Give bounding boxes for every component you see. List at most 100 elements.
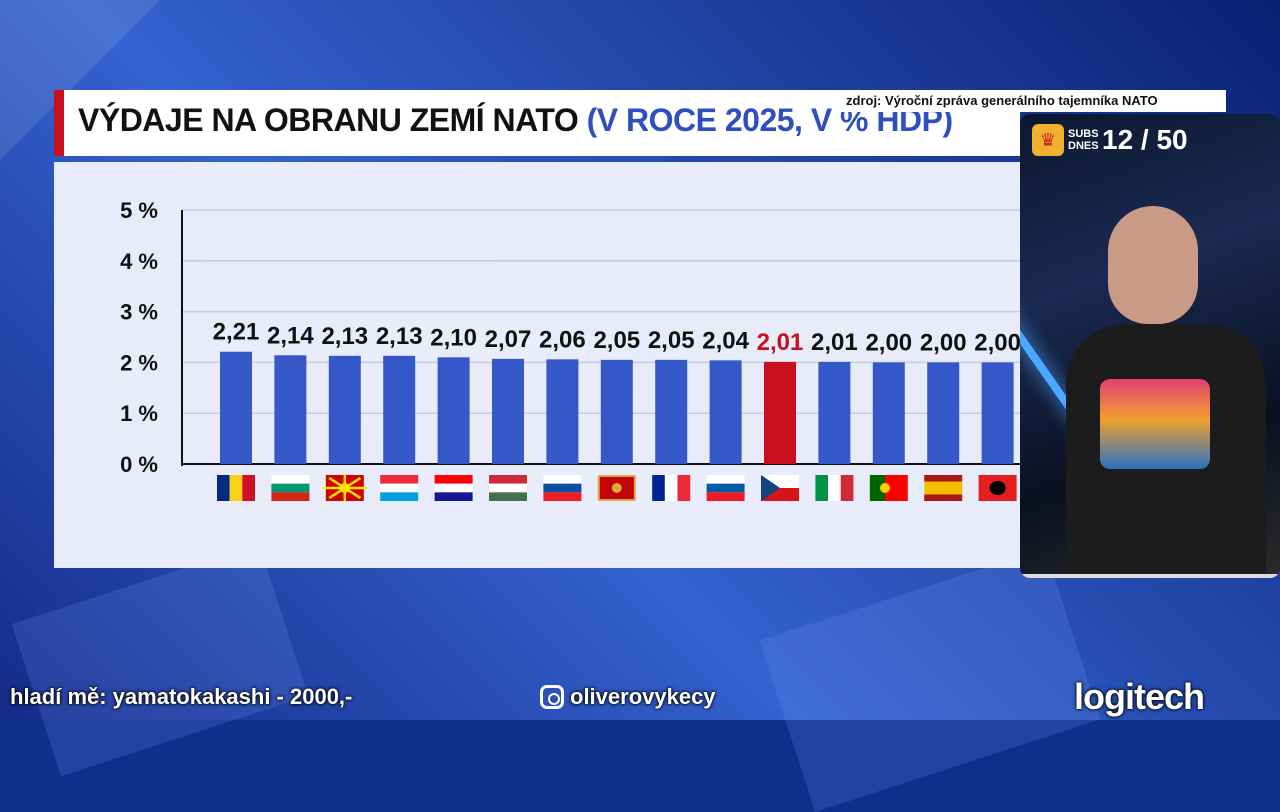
flag-stripe — [217, 475, 230, 501]
data-label: 2,07 — [485, 326, 532, 353]
title-bar: VÝDAJE NA OBRANU ZEMÍ NATO (V ROCE 2025,… — [54, 90, 1020, 156]
chart-title: VÝDAJE NA OBRANU ZEMÍ NATO (V ROCE 2025,… — [78, 102, 953, 139]
flag-italy — [815, 475, 854, 501]
bar — [546, 359, 579, 464]
flag-stripe — [489, 483, 527, 493]
flag-ray — [328, 477, 346, 490]
flag-stripe — [828, 475, 841, 501]
data-label: 2,13 — [321, 323, 368, 350]
flag-stripe — [924, 481, 963, 495]
data-label: 2,01 — [811, 329, 858, 356]
data-label: 2,00 — [974, 329, 1020, 356]
flag-emblem — [611, 483, 622, 493]
flag-stripe — [543, 492, 582, 501]
data-label: 2,01 — [757, 329, 804, 356]
flag-triangle — [761, 475, 780, 501]
flag-stripe — [652, 475, 665, 501]
bar — [274, 355, 307, 464]
shirt-print — [1100, 379, 1210, 469]
flag-spain — [924, 475, 963, 501]
bar — [655, 359, 688, 464]
flag-stripe — [271, 483, 310, 493]
bar — [328, 355, 361, 464]
instagram-icon — [540, 685, 564, 709]
bar — [437, 357, 470, 464]
flag-stripe — [434, 475, 473, 484]
flag-stripe — [815, 475, 829, 501]
bar-chart: 0 % 1 % 2 % 3 % 4 % 5 % 2,21 2,14 2,13 2,13 2,10 2,… — [120, 198, 1020, 502]
flag-emblem — [880, 483, 890, 493]
subs-counter: ♛ SUBS DNES 12 / 50 — [1032, 122, 1188, 158]
donation-text: hladí mě: yamatokakashi - 2000,- — [10, 684, 353, 709]
source-label: zdroj: Výroční zpráva generálního tajemn… — [840, 90, 1226, 112]
flag-france — [652, 475, 691, 501]
flag-portugal — [869, 475, 908, 501]
streamer-head — [1108, 206, 1198, 324]
bar — [492, 358, 524, 464]
flag-romania — [217, 475, 255, 501]
bar — [709, 360, 742, 464]
flag-slovakia — [543, 475, 582, 501]
flag-stripe — [543, 475, 582, 484]
y-tick-label: 1 % — [120, 401, 158, 426]
bar — [981, 362, 1014, 464]
bar — [818, 361, 851, 464]
flag-ray — [328, 486, 346, 499]
subs-label: SUBS DNES — [1068, 128, 1099, 152]
bar — [383, 355, 416, 464]
y-tick-label: 3 % — [120, 300, 158, 325]
flag-ray — [344, 477, 362, 490]
flag-stripe — [434, 492, 473, 501]
y-tick-label: 0 % — [120, 452, 158, 477]
flag-stripe — [489, 492, 527, 501]
flag-stripe — [924, 475, 963, 482]
bar — [927, 362, 960, 464]
flag-stripe — [380, 492, 419, 501]
data-label: 2,05 — [593, 327, 640, 354]
flag-stripe — [869, 475, 885, 501]
flag-stripe — [229, 475, 243, 501]
bar — [600, 359, 633, 464]
data-label: 2,10 — [430, 324, 477, 351]
flag-stripe — [271, 475, 310, 484]
flag-stripe — [489, 475, 527, 484]
flag-stripe — [885, 475, 908, 501]
data-label: 2,21 — [213, 319, 260, 346]
flag-albania — [978, 475, 1017, 501]
bar — [872, 362, 905, 464]
flag-stripe — [706, 475, 745, 484]
flag-stripe — [924, 494, 963, 501]
data-label: 2,14 — [267, 322, 314, 349]
flag-luxembourg — [380, 475, 419, 501]
flag-croatia — [434, 475, 473, 501]
y-tick-label: 4 % — [120, 249, 158, 274]
y-tick-label: 2 % — [120, 350, 158, 375]
data-label: 2,00 — [865, 329, 912, 356]
bar — [764, 361, 796, 464]
data-label: 2,06 — [539, 326, 586, 353]
flag-bulgaria — [271, 475, 310, 501]
flag-ray — [344, 486, 362, 499]
instagram-handle: oliverovykecy — [540, 684, 716, 710]
desk — [1020, 574, 1280, 578]
chart-panel: 0 % 1 % 2 % 3 % 4 % 5 % 2,21 2,14 2,13 2,13 2,10 2,… — [54, 162, 1020, 568]
data-label: 2,13 — [376, 323, 423, 350]
flag-stripe — [706, 492, 745, 501]
logitech-logo: logitech — [1074, 676, 1205, 717]
flag-north-macedonia — [322, 474, 367, 502]
flag-hungary — [489, 475, 527, 501]
flag-stripe — [380, 475, 419, 484]
y-tick-label: 5 % — [120, 198, 158, 223]
flag-czechia — [761, 475, 799, 501]
flag-stripe — [664, 475, 678, 501]
flag-montenegro — [597, 475, 636, 501]
data-label: 2,05 — [648, 327, 695, 354]
flag-stripe — [840, 475, 854, 501]
chart-title-main: VÝDAJE NA OBRANU ZEMÍ NATO — [78, 102, 579, 138]
flag-stripe — [271, 492, 310, 501]
flag-emblem — [989, 481, 1006, 495]
flag-stripe — [434, 483, 473, 493]
flag-stripe — [543, 483, 582, 493]
flag-stripe — [706, 483, 745, 493]
flag-stripe — [380, 483, 419, 493]
